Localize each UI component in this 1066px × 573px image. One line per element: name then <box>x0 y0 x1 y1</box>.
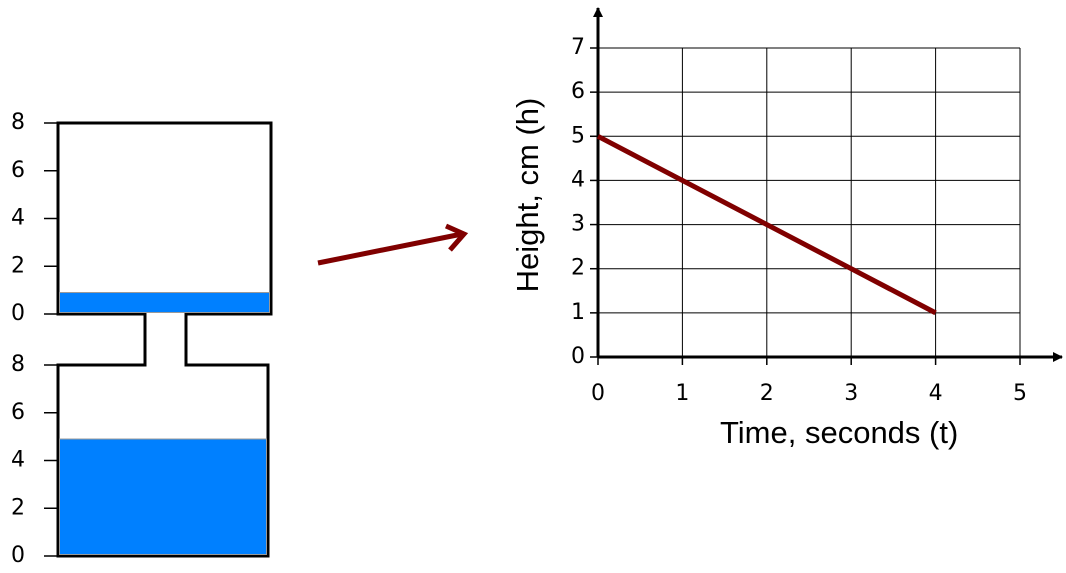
scale-label: 8 <box>11 352 25 377</box>
scale-label: 8 <box>11 110 25 135</box>
scale-label: 0 <box>11 543 25 568</box>
top-container <box>56 121 273 558</box>
y-tick-label: 1 <box>571 300 585 325</box>
x-tick-label: 4 <box>929 381 943 406</box>
arrow-head <box>444 223 469 252</box>
scale-label: 4 <box>11 448 25 473</box>
scale-label: 2 <box>11 495 25 520</box>
arrow <box>317 223 469 266</box>
data-line <box>596 134 937 316</box>
y-tick-label: 4 <box>571 167 585 192</box>
water <box>59 438 267 556</box>
y-tick-label: 0 <box>571 344 585 369</box>
y-tick-label: 5 <box>571 123 585 148</box>
scale-label: 6 <box>11 400 25 425</box>
y-axis-label: Height, cm (h) <box>510 98 545 293</box>
scale-label: 0 <box>11 301 25 326</box>
arrow-shaft <box>317 231 463 266</box>
water <box>59 292 270 314</box>
scale-label: 4 <box>11 206 25 231</box>
scale-label: 2 <box>11 253 25 278</box>
y-tick-label: 7 <box>571 35 585 60</box>
x-tick-label: 1 <box>675 381 689 406</box>
x-tick-label: 2 <box>760 381 774 406</box>
y-tick-label: 3 <box>571 212 585 237</box>
x-axis-label: Time, seconds (t) <box>720 415 958 450</box>
x-tick-label: 0 <box>591 381 605 406</box>
x-tick-label: 3 <box>844 381 858 406</box>
scale-label: 6 <box>11 158 25 183</box>
x-tick-label: 5 <box>1013 381 1027 406</box>
y-tick-label: 6 <box>571 79 585 104</box>
y-tick-label: 2 <box>571 256 585 281</box>
containers <box>56 121 273 558</box>
